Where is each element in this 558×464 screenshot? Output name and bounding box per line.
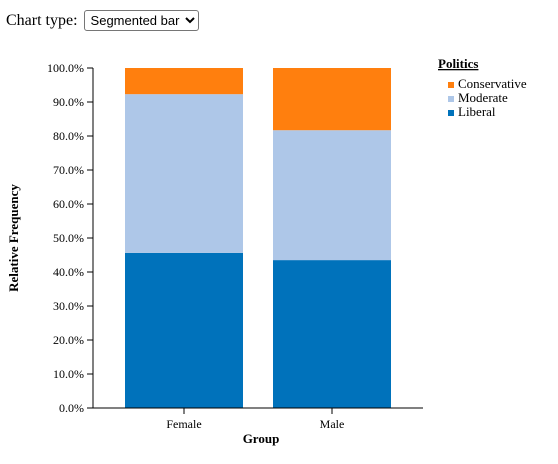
- y-axis: 0.0% 10.0% 20.0% 30.0% 40.0% 50.0% 60.0% 70.0% 8…: [47, 61, 94, 415]
- x-tick-label-male: Male: [320, 417, 345, 431]
- legend-swatch-moderate: [448, 96, 454, 102]
- legend-swatch-liberal: [448, 110, 454, 116]
- x-tick-label-female: Female: [166, 417, 201, 431]
- bars: [125, 68, 391, 408]
- y-tick-label: 70.0%: [53, 163, 84, 177]
- bar-segment-male-conservative: [273, 68, 391, 131]
- chart-type-select[interactable]: Segmented bar: [83, 10, 199, 31]
- legend-swatch-conservative: [448, 82, 454, 88]
- chart-type-label: Chart type:: [6, 11, 78, 29]
- bar-segment-female-moderate: [125, 94, 243, 253]
- legend-label-liberal: Liberal: [458, 104, 496, 119]
- y-tick-label: 0.0%: [59, 401, 84, 415]
- y-axis-title: Relative Frequency: [6, 184, 21, 292]
- x-axis-title: Group: [243, 431, 280, 446]
- y-tick-label: 40.0%: [53, 265, 84, 279]
- bar-segment-female-conservative: [125, 68, 243, 95]
- bar-segment-male-moderate: [273, 130, 391, 261]
- chart-type-control: Chart type: Segmented bar: [6, 10, 199, 31]
- y-tick-label: 60.0%: [53, 197, 84, 211]
- y-tick-label: 80.0%: [53, 129, 84, 143]
- legend-label-moderate: Moderate: [458, 90, 508, 105]
- bar-segment-female-liberal: [125, 252, 243, 408]
- x-axis: Female Male: [93, 407, 423, 431]
- y-tick-label: 90.0%: [53, 95, 84, 109]
- legend-title: Politics: [438, 56, 478, 71]
- y-tick-label: 20.0%: [53, 333, 84, 347]
- y-tick-label: 100.0%: [47, 61, 84, 75]
- legend-label-conservative: Conservative: [458, 76, 527, 91]
- y-tick-label: 50.0%: [53, 231, 84, 245]
- bar-segment-male-liberal: [273, 260, 391, 408]
- y-tick-label: 10.0%: [53, 367, 84, 381]
- y-tick-label: 30.0%: [53, 299, 84, 313]
